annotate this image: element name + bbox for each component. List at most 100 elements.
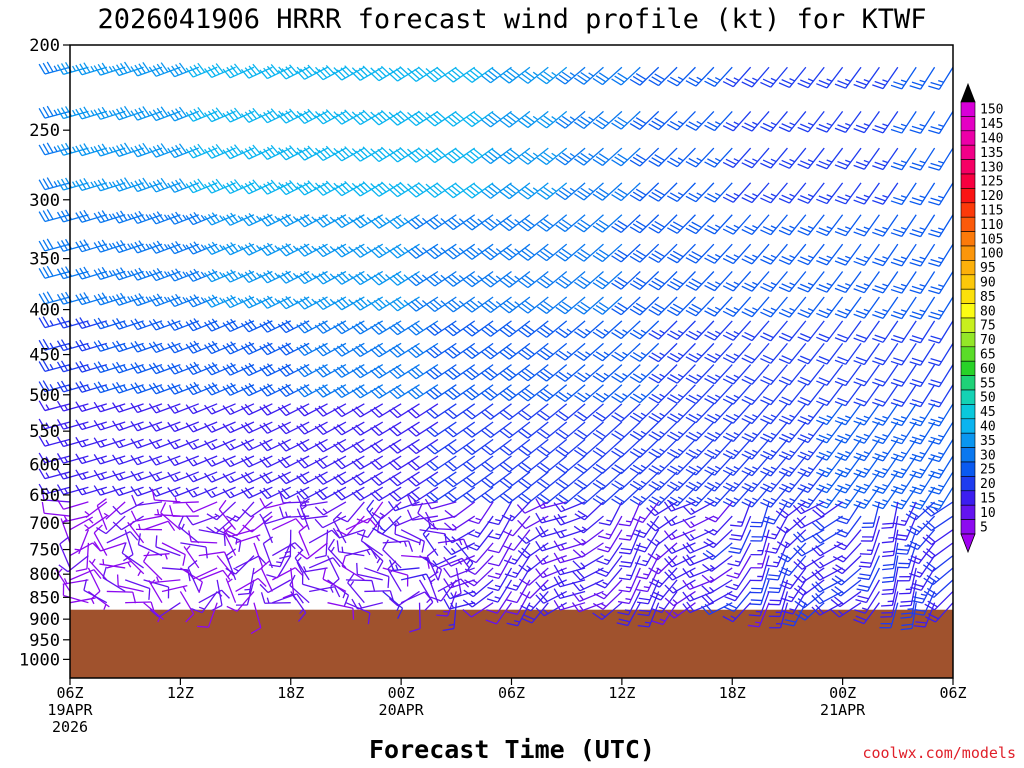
wind-barb bbox=[301, 572, 328, 593]
wind-barb bbox=[619, 542, 641, 568]
wind-barb bbox=[853, 66, 880, 90]
wind-barb bbox=[345, 548, 378, 560]
colorbar-legend: 1501451401351301251201151101051009590858… bbox=[960, 82, 1003, 554]
wind-barb bbox=[535, 512, 567, 524]
wind-barb bbox=[666, 471, 696, 492]
colorbar-label: 90 bbox=[980, 276, 996, 291]
wind-barb bbox=[406, 509, 439, 521]
wind-barb bbox=[704, 182, 733, 203]
wind-barb bbox=[748, 591, 770, 617]
wind-barb bbox=[425, 342, 457, 359]
wind-barb bbox=[167, 471, 200, 482]
wind-barb bbox=[259, 144, 292, 160]
colorbar-swatch bbox=[960, 490, 976, 506]
wind-barb bbox=[834, 111, 862, 133]
colorbar-swatch bbox=[960, 447, 976, 463]
wind-barb bbox=[499, 296, 531, 314]
wind-barb bbox=[407, 182, 439, 198]
wind-barb bbox=[148, 62, 181, 77]
wind-barb bbox=[443, 555, 475, 567]
wind-barb bbox=[741, 438, 770, 460]
wind-barb bbox=[922, 529, 954, 546]
wind-barb bbox=[93, 239, 126, 253]
wind-barb bbox=[648, 455, 678, 475]
wind-barb bbox=[629, 364, 660, 384]
wind-barb bbox=[185, 107, 218, 122]
colorbar-swatch bbox=[960, 202, 976, 218]
wind-barb bbox=[240, 144, 273, 160]
wind-barb bbox=[259, 471, 292, 484]
wind-barb bbox=[197, 602, 218, 628]
wind-barb bbox=[259, 363, 292, 377]
colorbar-swatch bbox=[960, 317, 976, 333]
wind-barb bbox=[296, 455, 328, 469]
colorbar-label: 105 bbox=[980, 232, 1003, 247]
wind-barb bbox=[211, 579, 223, 611]
wind-barb bbox=[928, 421, 954, 445]
wind-barb bbox=[797, 147, 825, 170]
wind-barb bbox=[816, 111, 844, 133]
wind-barb bbox=[909, 455, 936, 479]
wind-barb bbox=[222, 486, 255, 499]
wind-barb bbox=[872, 384, 899, 407]
wind-barb bbox=[811, 567, 843, 581]
wind-barb bbox=[127, 520, 145, 544]
wind-barb bbox=[666, 342, 696, 363]
wind-barb bbox=[259, 438, 292, 452]
wind-barb bbox=[462, 296, 494, 313]
wind-barb bbox=[93, 420, 126, 431]
wind-barb bbox=[204, 486, 236, 499]
x-tick-label: 12Z bbox=[167, 684, 194, 702]
wind-barb bbox=[124, 579, 151, 600]
terrain-fill bbox=[70, 609, 953, 678]
wind-barb bbox=[792, 515, 825, 529]
wind-barb bbox=[518, 110, 549, 129]
wind-barb bbox=[444, 455, 476, 472]
wind-barb bbox=[437, 578, 470, 593]
wind-barb bbox=[872, 243, 899, 267]
wind-barb bbox=[518, 342, 549, 361]
y-tick-label: 300 bbox=[29, 191, 60, 211]
wind-barb bbox=[890, 243, 917, 267]
wind-barb bbox=[855, 579, 880, 604]
wind-barb bbox=[425, 455, 457, 472]
wind-barb bbox=[462, 243, 494, 260]
wind-barb bbox=[240, 269, 273, 284]
wind-barb bbox=[75, 106, 107, 120]
wind-barb bbox=[555, 320, 586, 339]
wind-barb bbox=[553, 540, 586, 552]
wind-barb bbox=[112, 142, 144, 157]
wind-barb bbox=[722, 602, 752, 623]
wind-barb bbox=[741, 243, 770, 265]
wind-barb bbox=[167, 421, 200, 433]
wind-barb bbox=[382, 539, 402, 569]
wind-barb bbox=[371, 501, 402, 520]
wind-barb bbox=[222, 526, 255, 538]
wind-barb bbox=[616, 602, 641, 627]
wind-barb bbox=[149, 602, 181, 618]
wind-barb bbox=[204, 340, 236, 355]
wind-barb bbox=[611, 296, 641, 316]
x-tick-date-label: 20APR bbox=[379, 701, 425, 719]
wind-barb bbox=[38, 380, 71, 393]
y-tick-label: 450 bbox=[29, 346, 60, 366]
wind-barb bbox=[112, 210, 144, 224]
wind-barb bbox=[518, 147, 549, 165]
wind-barb bbox=[890, 403, 917, 427]
wind-barb bbox=[760, 486, 788, 508]
wind-barb bbox=[611, 147, 641, 167]
wind-barb bbox=[811, 590, 843, 605]
colorbar-label: 45 bbox=[980, 405, 996, 420]
wind-barb bbox=[592, 182, 623, 201]
wind-barb bbox=[535, 567, 567, 579]
wind-barb bbox=[553, 588, 586, 600]
wind-barb bbox=[443, 578, 475, 589]
wind-barb bbox=[666, 403, 696, 423]
wind-barb bbox=[834, 271, 862, 294]
wind-barb bbox=[272, 567, 304, 581]
wind-barb bbox=[444, 403, 476, 420]
wind-barb bbox=[816, 320, 844, 343]
wind-barb bbox=[112, 454, 144, 465]
wind-barb bbox=[481, 110, 512, 128]
wind-barb bbox=[629, 384, 660, 404]
